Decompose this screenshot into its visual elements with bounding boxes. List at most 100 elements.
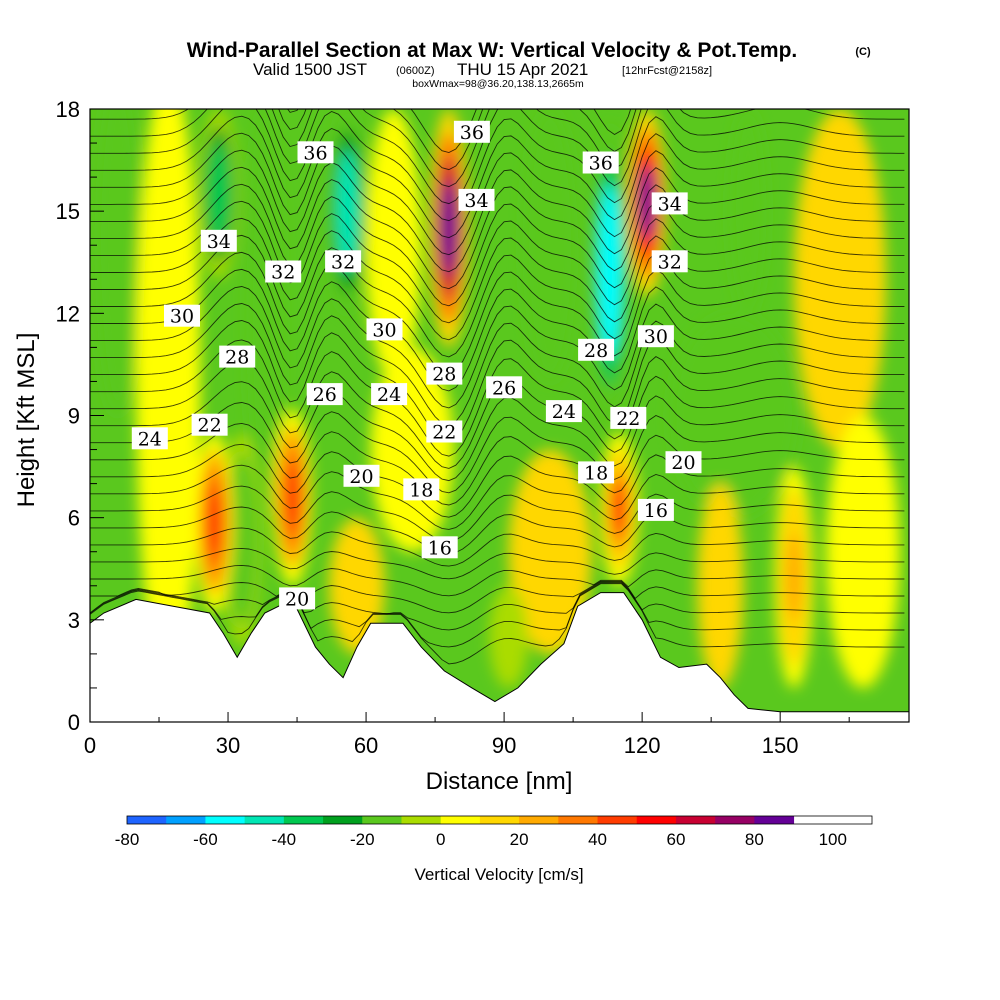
contour-label-text: 34 [464,190,488,212]
contour-label: 28 [426,362,463,386]
contour-label-box [651,250,688,273]
subtitle-date: THU 15 Apr 2021 [457,60,588,79]
x-tick-label: 60 [354,733,378,758]
contour-label-text: 20 [349,466,373,488]
box-max-info: boxWmax=98@36.20,138.13,2665m [412,78,584,90]
theta-contour-line [90,303,905,426]
x-axis-label: Distance [nm] [426,768,573,795]
contour-label-box [265,260,302,283]
theta-contour-line [90,564,905,597]
colorbar-tick-label: 0 [436,830,445,849]
theta-contour-line [90,320,905,443]
contour-label-box [637,498,674,521]
y-tick-label: 12 [56,301,80,326]
updraft-column [441,180,457,276]
colorbar-swatch [440,816,481,824]
contour-label-text: 28 [584,340,608,362]
theta-contour-line [90,166,905,290]
contour-label: 22 [426,420,463,444]
contour-label-box [219,345,256,368]
theta-contour-line [90,582,905,648]
theta-contour-line [90,217,905,341]
y-tick-label: 6 [68,506,80,531]
plot-area: 36 36 36 34 34 34 32 32 32 30 30 30 28 28 28 26 26 24 24 24… [90,109,909,722]
theta-contour-line [90,268,905,392]
w-field-band [697,483,744,688]
y-tick-label: 3 [68,608,80,633]
contour-label: 36 [453,120,490,144]
contour-label-box [458,188,495,211]
colorbar-tick-label: 80 [745,830,764,849]
contour-label: 32 [325,250,362,273]
contour-label-text: 28 [225,347,249,369]
colorbar-label: Vertical Velocity [cm/s] [414,865,583,884]
w-field-band [826,415,900,688]
contour-label-box [426,420,463,443]
y-tick-label: 0 [68,710,80,735]
contour-label-text: 32 [271,262,295,284]
x-tick-label: 120 [624,733,661,758]
theta-contour-line [90,547,905,580]
theta-contour-line [90,109,905,222]
w-field-band [94,109,141,416]
contour-label-text: 34 [207,231,231,253]
chart-title: Wind-Parallel Section at Max W: Vertical… [187,39,798,62]
contour-label-text: 32 [658,251,682,273]
downdraft-column [598,183,622,358]
contour-label-box [578,338,615,361]
theta-contour-line [90,109,905,205]
contour-label: 32 [651,250,688,273]
contour-label-box [371,383,408,406]
downdraft-column [207,143,231,246]
updraft-column [611,478,627,540]
theta-contour-line [90,506,905,555]
contour-label: 30 [366,318,403,341]
title-copyright-mark: (C) [855,46,871,58]
w-field-band [508,449,592,654]
contour-label-box [486,376,523,399]
contour-label: 16 [421,536,458,559]
contour-label-box [131,427,168,450]
contour-label: 30 [637,325,674,348]
x-tick-label: 0 [84,733,96,758]
downdraft-column [230,475,254,605]
colorbar-tick-label: -40 [272,830,297,849]
colorbar-swatch [362,816,402,824]
colorbar-swatch [323,816,363,824]
colorbar-swatch [558,816,599,824]
contour-label-text: 22 [616,408,640,430]
contour-label-text: 24 [377,384,401,406]
theta-contour-line [90,527,905,567]
contour-label: 34 [458,188,495,212]
theta-contour-line [90,115,905,239]
colorbar-swatch [127,816,167,824]
y-tick-label: 15 [56,199,80,224]
theta-contour-line [90,200,905,324]
colorbar-tick-label: -80 [115,830,140,849]
contour-label-box [343,464,380,487]
contour-label-text: 24 [552,401,576,423]
x-tick-label: 30 [216,733,240,758]
contour-label-text: 26 [313,384,337,406]
colorbar-swatch [597,816,638,824]
updraft-column [206,486,222,559]
contour-label-box [403,478,440,501]
contour-label-box [637,325,674,348]
contour-label-box [545,400,582,423]
theta-contour-line [90,583,905,665]
contour-label-box [297,141,334,164]
contour-label: 34 [200,229,237,253]
colorbar-frame [126,815,873,825]
contour-label-box [651,192,688,215]
contour-label: 20 [665,451,702,474]
contour-label-box [164,304,200,327]
theta-contour-line [90,464,905,530]
contour-label-box [421,536,458,559]
contour-label: 24 [545,400,582,423]
colorbar-tick-label: -60 [193,830,218,849]
contour-label: 18 [578,461,615,484]
contour-label-text: 20 [671,452,695,474]
contour-label-text: 24 [138,428,162,450]
colorbar-swatch [479,816,520,824]
contour-label-box [191,413,228,436]
